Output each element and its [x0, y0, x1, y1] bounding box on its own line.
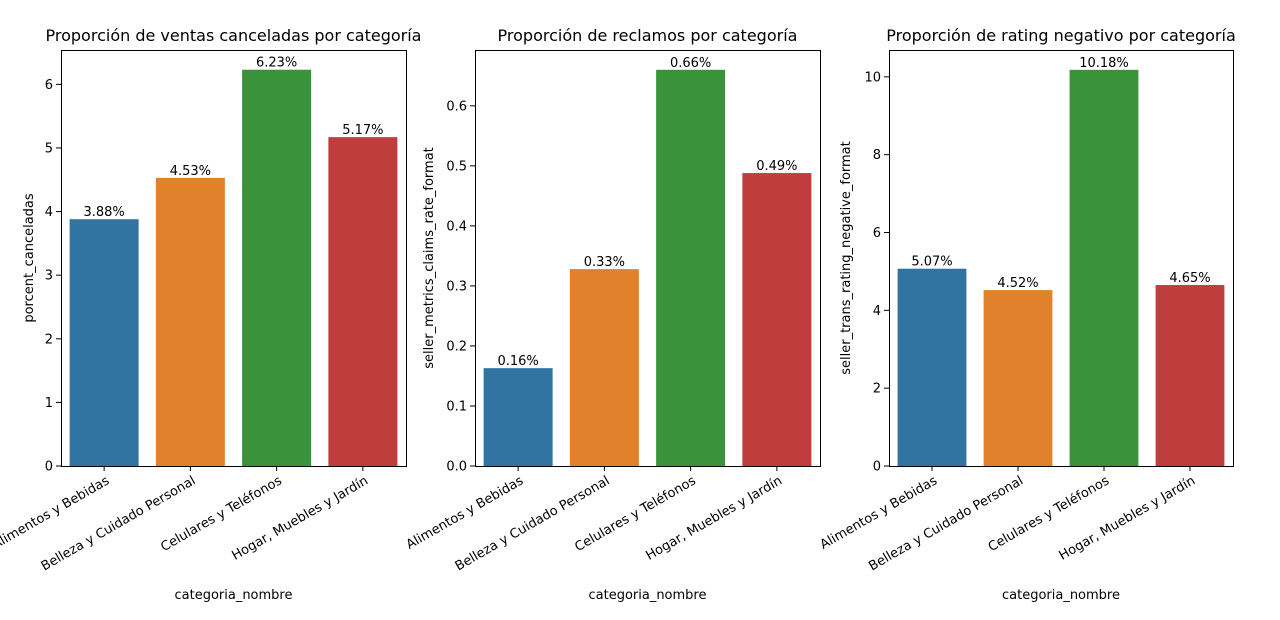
chart-title: Proporción de ventas canceladas por cate…	[46, 26, 422, 45]
bar	[69, 219, 139, 466]
y-tick-label: 0.5	[446, 159, 467, 174]
y-tick-label: 0.2	[446, 339, 467, 354]
y-tick-label: 6	[873, 226, 881, 241]
subplot-reclamos: Proporción de reclamos por categoría sel…	[404, 26, 821, 603]
y-tick-label: 1	[45, 396, 53, 411]
bar	[983, 290, 1053, 466]
x-tick-label: Belleza y Cuidado Personal	[39, 473, 199, 574]
x-tick-label: Belleza y Cuidado Personal	[866, 473, 1026, 574]
y-tick-label: 0.4	[446, 219, 467, 234]
y-tick-label: 0.6	[446, 99, 467, 114]
y-tick-label: 10	[864, 70, 881, 85]
bar	[242, 69, 312, 466]
data-label: 0.33%	[584, 255, 625, 270]
x-axis-label: categoria_nombre	[588, 588, 706, 603]
y-axis-label: seller_metrics_claims_rate_format	[422, 147, 437, 369]
data-label: 4.53%	[170, 164, 211, 179]
data-label: 6.23%	[256, 56, 297, 71]
bar	[328, 137, 398, 466]
plot-area: 0.00.10.20.30.40.50.60.16%Alimentos y Be…	[404, 56, 812, 574]
y-tick-label: 0.1	[446, 399, 467, 414]
y-tick-label: 6	[45, 78, 53, 93]
bar	[656, 69, 726, 467]
y-tick-label: 0.0	[446, 460, 467, 475]
data-label: 4.52%	[997, 276, 1038, 291]
y-tick-label: 3	[45, 269, 53, 284]
bar	[742, 173, 812, 467]
y-tick-label: 2	[45, 332, 53, 347]
axes-frame	[475, 50, 821, 467]
data-label: 0.49%	[756, 159, 797, 174]
x-axis-label: categoria_nombre	[1002, 588, 1120, 603]
chart-title: Proporción de reclamos por categoría	[498, 26, 798, 45]
x-tick-label: Hogar, Muebles y Jardín	[1057, 473, 1198, 563]
bar	[1069, 69, 1139, 466]
data-label: 0.66%	[670, 56, 711, 71]
y-tick-label: 8	[873, 148, 881, 163]
data-label: 5.17%	[342, 123, 383, 138]
x-axis-label: categoria_nombre	[174, 588, 292, 603]
y-tick-label: 0	[873, 460, 881, 475]
data-label: 4.65%	[1169, 271, 1210, 286]
bar	[569, 269, 639, 466]
y-tick-label: 0.3	[446, 279, 467, 294]
x-tick-label: Hogar, Muebles y Jardín	[643, 473, 784, 563]
subplot-rating-negativo: Proporción de rating negativo por catego…	[818, 26, 1236, 603]
bar	[1155, 285, 1225, 466]
data-label: 5.07%	[911, 255, 952, 270]
chart-title: Proporción de rating negativo por catego…	[886, 26, 1236, 45]
subplot-canceladas: Proporción de ventas canceladas por cate…	[0, 26, 421, 603]
axes-frame	[61, 50, 407, 467]
y-tick-label: 2	[873, 382, 881, 397]
bar	[483, 368, 553, 466]
bar	[155, 177, 225, 466]
y-tick-label: 4	[45, 205, 53, 220]
y-axis-label: porcent_canceladas	[22, 193, 37, 323]
axes-frame	[889, 50, 1234, 467]
bar	[897, 268, 967, 466]
data-label: 0.16%	[497, 354, 538, 369]
y-axis-label: seller_trans_rating_negative_format	[839, 141, 854, 375]
y-tick-label: 5	[45, 141, 53, 156]
y-tick-label: 4	[873, 304, 881, 319]
data-label: 10.18%	[1079, 56, 1129, 71]
x-tick-label: Belleza y Cuidado Personal	[453, 473, 613, 574]
y-tick-label: 0	[45, 460, 53, 475]
x-tick-label: Hogar, Muebles y Jardín	[229, 473, 370, 563]
data-label: 3.88%	[83, 205, 124, 220]
